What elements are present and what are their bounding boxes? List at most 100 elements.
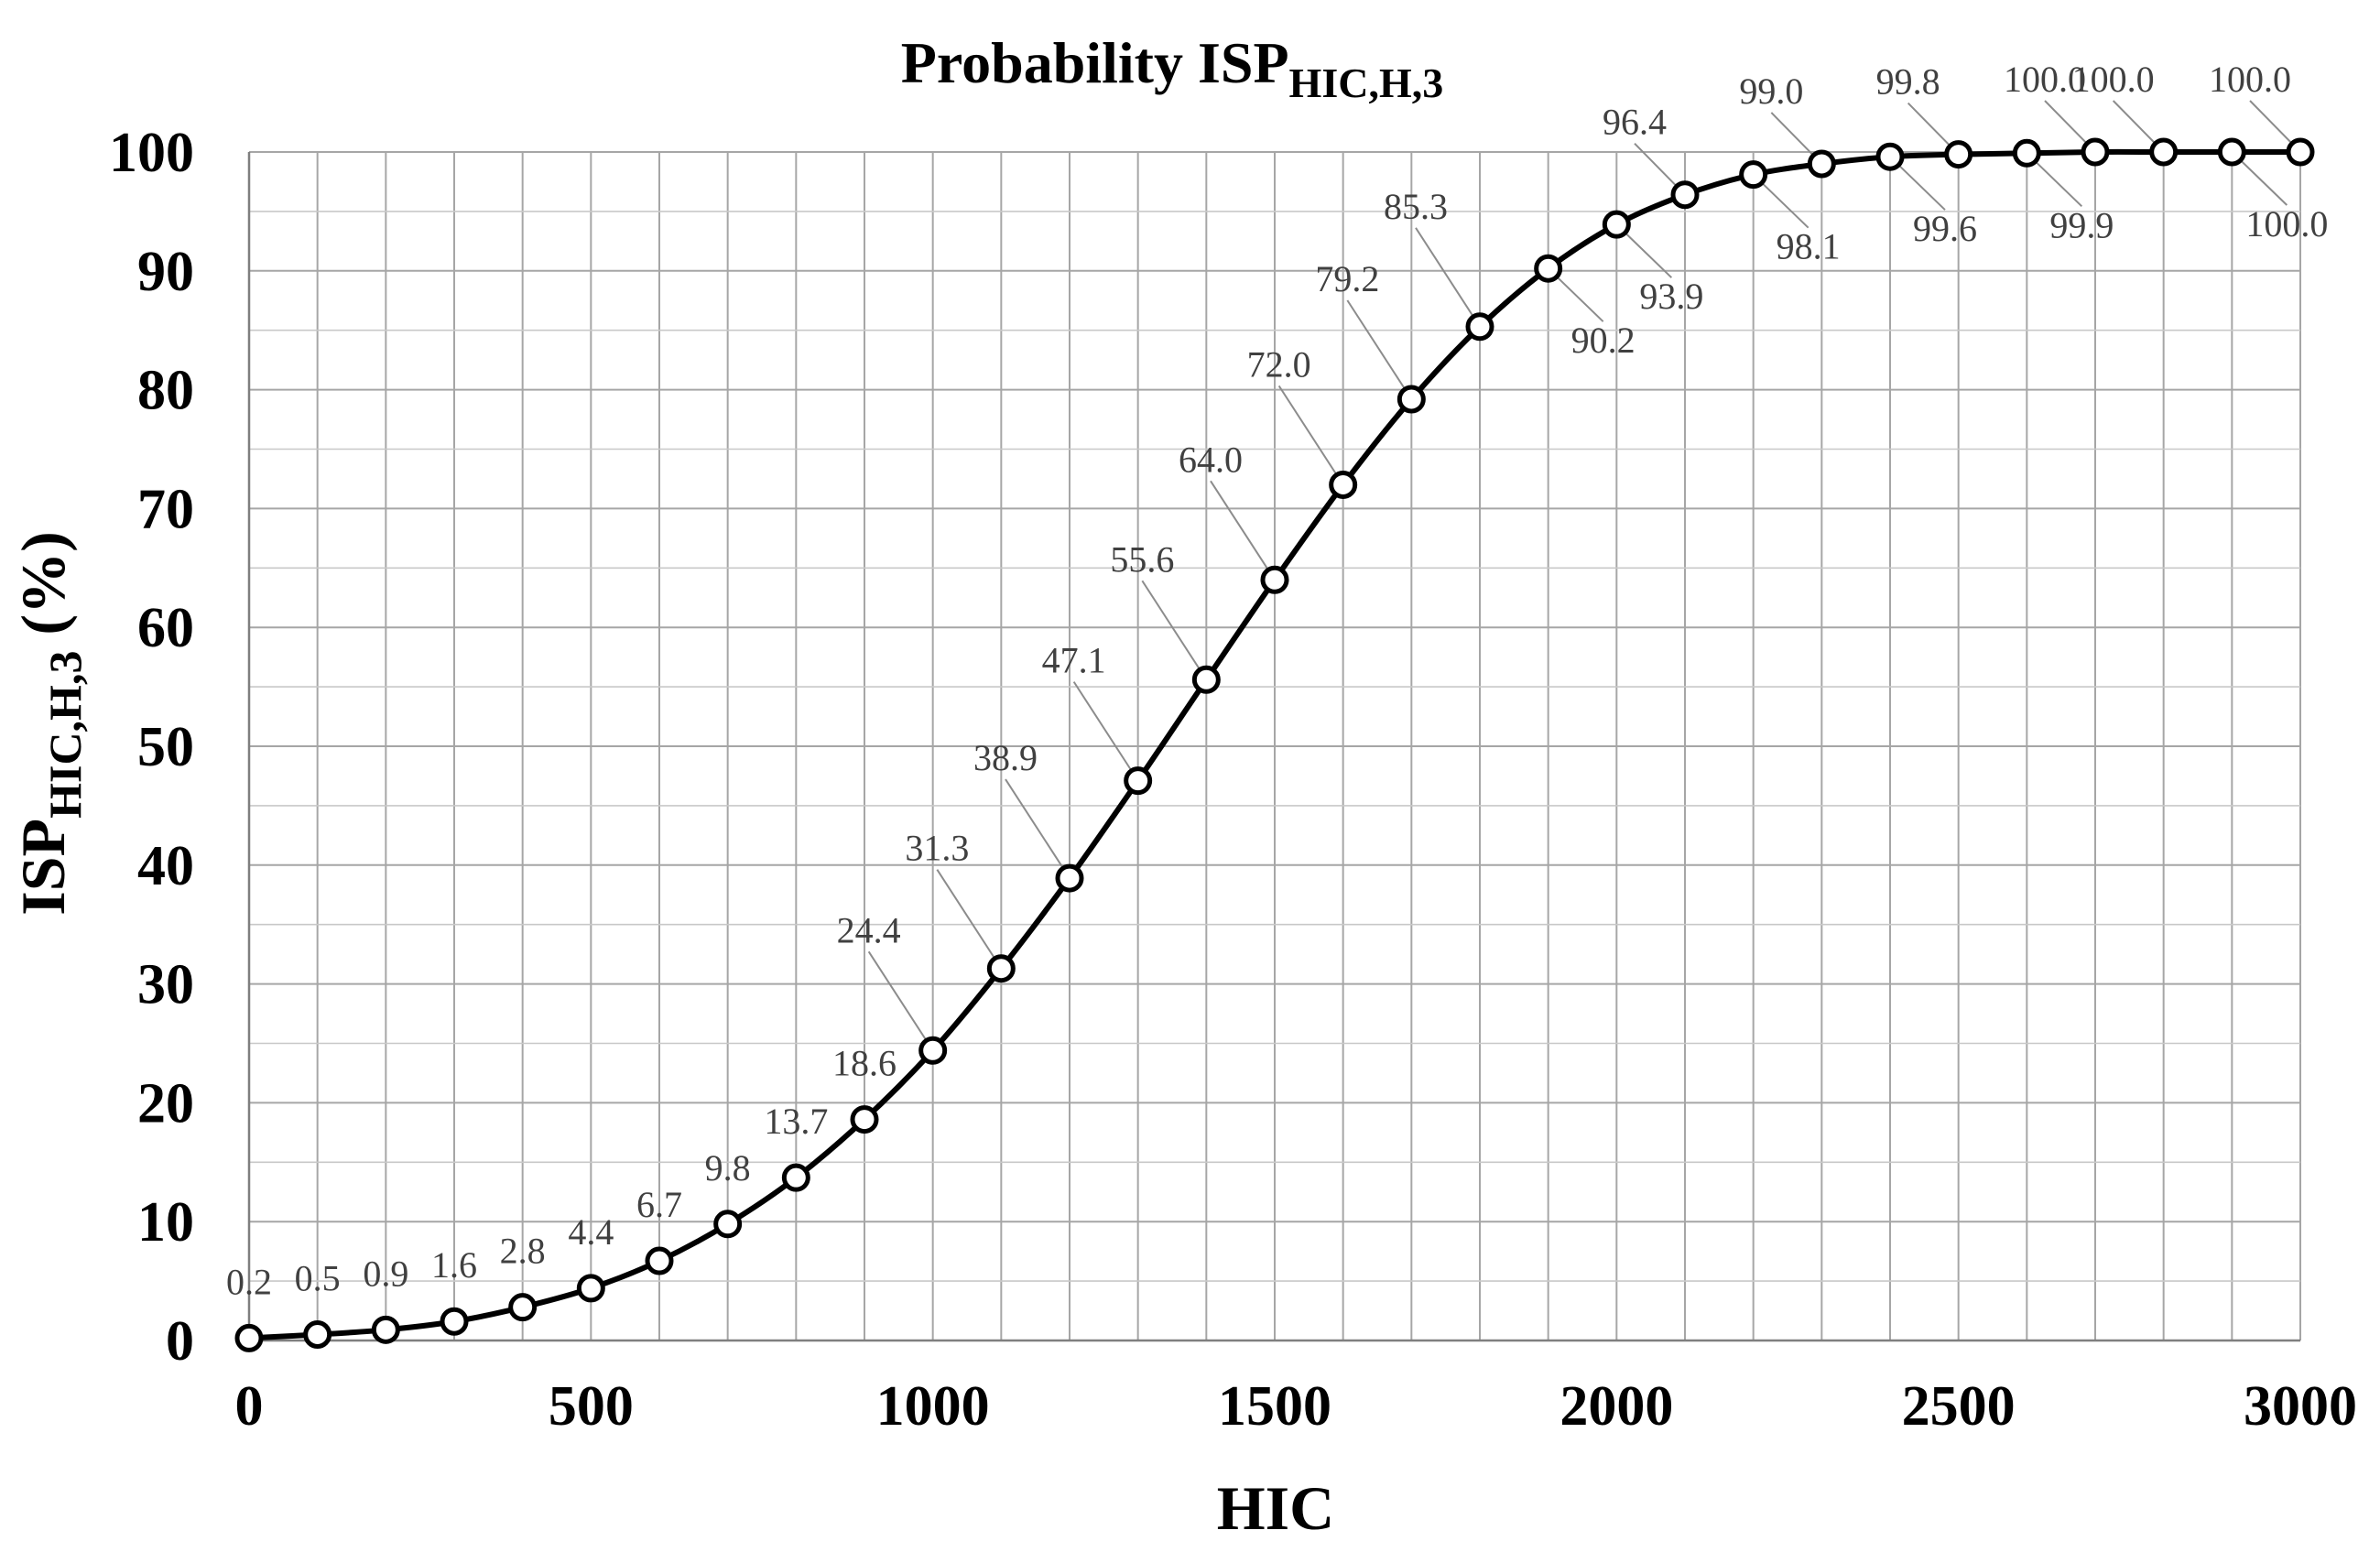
data-label: 99.6 bbox=[1913, 208, 1977, 249]
y-tick-label: 40 bbox=[137, 835, 194, 897]
data-labels: 0.2 0.5 0.9 1.6 2.8 4.4 6.7 9.8 13.718.6 24.431.3… bbox=[226, 59, 2328, 1302]
data-point bbox=[1055, 863, 1084, 893]
data-point bbox=[1875, 142, 1905, 171]
data-point bbox=[576, 1274, 605, 1303]
data-point bbox=[781, 1163, 810, 1192]
data-label: 85.3 bbox=[1384, 186, 1448, 227]
y-tick-label: 30 bbox=[137, 954, 194, 1016]
data-label: 90.2 bbox=[1571, 320, 1636, 361]
data-label: 31.3 bbox=[905, 828, 969, 869]
data-label-leader bbox=[1210, 480, 1276, 581]
data-label-leader bbox=[1005, 778, 1070, 879]
data-label: 99.0 bbox=[1739, 71, 1803, 112]
data-label: 55.6 bbox=[1110, 538, 1174, 580]
y-tick-label: 90 bbox=[137, 241, 194, 303]
x-tick-label: 500 bbox=[549, 1375, 634, 1438]
data-point bbox=[850, 1105, 879, 1134]
y-tick-label: 100 bbox=[109, 122, 194, 184]
data-point bbox=[2081, 137, 2110, 167]
chart-title-main: Probability ISP bbox=[901, 30, 1289, 95]
data-label: 64.0 bbox=[1179, 439, 1243, 480]
data-point bbox=[713, 1210, 743, 1239]
data-label: 4.4 bbox=[568, 1211, 614, 1253]
data-point bbox=[1260, 565, 1289, 594]
data-point bbox=[1329, 470, 1358, 499]
axes bbox=[247, 152, 2300, 1342]
data-point bbox=[1739, 160, 1768, 190]
data-label: 38.9 bbox=[973, 737, 1038, 778]
y-tick-label: 0 bbox=[166, 1310, 194, 1373]
chart-title-subscript: HIC,H,3 bbox=[1289, 60, 1444, 106]
data-point bbox=[1670, 180, 1700, 210]
x-tick-label: 2000 bbox=[1559, 1375, 1673, 1438]
y-tick-labels: 0 10 20 30 40 50 60 70 80 90 100 bbox=[109, 122, 194, 1373]
data-label: 24.4 bbox=[837, 909, 901, 950]
x-axis-title: HIC bbox=[1217, 1473, 1334, 1543]
data-label: 6.7 bbox=[636, 1184, 682, 1225]
x-tick-label: 1500 bbox=[1218, 1375, 1331, 1438]
data-label: 0.9 bbox=[363, 1253, 408, 1294]
data-point bbox=[2217, 137, 2246, 167]
data-point bbox=[303, 1320, 332, 1350]
data-label: 96.4 bbox=[1603, 102, 1667, 143]
y-tick-label: 70 bbox=[137, 478, 194, 540]
x-tick-label: 0 bbox=[235, 1375, 264, 1438]
data-label: 99.8 bbox=[1876, 61, 1940, 103]
data-label-leader bbox=[1277, 385, 1344, 485]
data-label: 47.1 bbox=[1042, 640, 1106, 681]
data-label: 99.9 bbox=[2049, 204, 2114, 245]
data-point bbox=[2286, 137, 2315, 167]
data-point bbox=[440, 1307, 469, 1336]
data-point bbox=[2012, 138, 2041, 168]
data-label: 13.7 bbox=[764, 1101, 828, 1142]
data-label-leader bbox=[936, 869, 1003, 970]
data-points bbox=[234, 137, 2315, 1352]
data-label: 79.2 bbox=[1315, 258, 1379, 299]
y-tick-label: 20 bbox=[137, 1072, 194, 1134]
data-point bbox=[371, 1315, 400, 1344]
y-tick-label: 60 bbox=[137, 597, 194, 659]
data-label: 72.0 bbox=[1247, 343, 1311, 385]
data-label: 1.6 bbox=[431, 1244, 477, 1286]
y-tick-label: 10 bbox=[137, 1191, 194, 1254]
y-axis-title: ISPHIC,H,3 (%) bbox=[8, 531, 91, 915]
data-point bbox=[234, 1323, 264, 1352]
y-tick-label: 80 bbox=[137, 360, 194, 422]
data-label-leader bbox=[1141, 580, 1208, 680]
y-axis-title-subscript: HIC,H,3 bbox=[39, 651, 91, 819]
data-point bbox=[1124, 766, 1153, 796]
data-label: 9.8 bbox=[705, 1147, 751, 1188]
data-label-leader bbox=[1346, 299, 1413, 400]
data-label: 100.0 bbox=[2245, 203, 2328, 244]
data-point bbox=[986, 954, 1016, 983]
data-point bbox=[645, 1246, 674, 1275]
data-label: 100.0 bbox=[2072, 59, 2155, 100]
y-axis-title-main: ISP bbox=[8, 819, 78, 916]
data-point bbox=[1534, 254, 1563, 283]
data-label-leader bbox=[1072, 681, 1139, 782]
data-point bbox=[1602, 210, 1631, 239]
data-point bbox=[1807, 149, 1836, 179]
x-tick-labels: 0 500 1000 1500 2000 2500 3000 bbox=[235, 1375, 2358, 1438]
data-label: 100.0 bbox=[2004, 59, 2086, 100]
gridlines bbox=[248, 151, 2301, 1341]
y-axis-title-unit: (%) bbox=[8, 531, 78, 650]
data-series bbox=[248, 148, 2300, 1341]
data-point bbox=[1944, 140, 1973, 169]
data-label-leader bbox=[867, 950, 934, 1051]
data-point bbox=[508, 1293, 538, 1322]
y-tick-label: 50 bbox=[137, 716, 194, 778]
data-label: 0.2 bbox=[226, 1261, 272, 1302]
data-label: 98.1 bbox=[1777, 226, 1841, 267]
x-tick-label: 3000 bbox=[2244, 1375, 2357, 1438]
data-point bbox=[2149, 137, 2179, 167]
data-point bbox=[1396, 385, 1426, 414]
data-point bbox=[918, 1036, 948, 1065]
chart-title: Probability ISPHIC,H,3 bbox=[901, 30, 1443, 106]
series-line bbox=[248, 148, 2300, 1341]
data-label: 0.5 bbox=[295, 1258, 341, 1299]
data-point bbox=[1465, 312, 1494, 342]
x-tick-label: 2500 bbox=[1902, 1375, 2016, 1438]
data-label: 2.8 bbox=[500, 1231, 546, 1272]
